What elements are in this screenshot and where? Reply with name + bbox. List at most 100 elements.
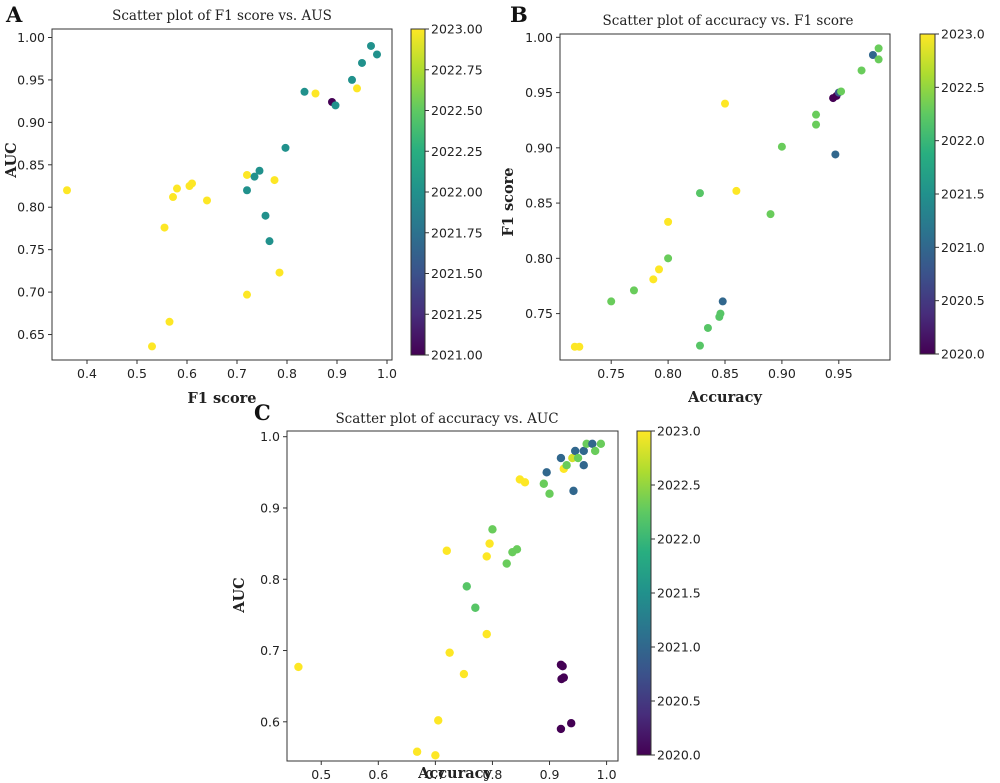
scatter-point [812, 120, 821, 129]
scatter-point [569, 486, 578, 496]
panel-a-title: Scatter plot of F1 score vs. AUS [112, 8, 332, 24]
panel-a: A Scatter plot of F1 score vs. AUS 0.4 0.… [3, 2, 483, 407]
scatter-point [831, 150, 840, 159]
scatter-point [485, 539, 494, 548]
scatter-point [868, 50, 877, 59]
scatter-point [431, 751, 440, 760]
scatter-point [718, 297, 727, 306]
x-tick-label: 0.9 [540, 767, 560, 782]
colorbar-tick-label: 2022.0 [941, 133, 985, 148]
x-tick-label: 0.9 [327, 366, 347, 381]
panel-c-x-ticks: 0.5 0.6 0.7 0.8 0.9 1.0 [311, 761, 617, 782]
panel-b-plot-area [559, 33, 891, 361]
scatter-point [520, 478, 530, 487]
colorbar-tick-label: 2022.50 [431, 103, 483, 118]
y-tick-label: 0.85 [17, 157, 45, 172]
panel-letter-b: B [510, 2, 528, 27]
scatter-point [664, 254, 673, 263]
panel-b: B Scatter plot of accuracy vs. F1 score … [500, 2, 985, 406]
scatter-point [482, 552, 491, 561]
scatter-point [588, 439, 597, 449]
scatter-point [250, 172, 259, 181]
scatter-point [188, 179, 196, 188]
x-tick-label: 0.6 [177, 366, 197, 381]
scatter-point [243, 290, 251, 299]
scatter-point [607, 297, 616, 306]
scatter-point [243, 170, 251, 179]
scatter-point [575, 342, 584, 351]
scatter-point [412, 747, 422, 756]
panel-a-colorbar-ticks: 2021.00 2021.25 2021.50 2021.75 2022.00 2022.… [425, 22, 483, 363]
scatter-point [300, 87, 309, 96]
colorbar-tick-label: 2021.50 [431, 266, 483, 281]
scatter-point [281, 143, 290, 152]
scatter-point [732, 186, 741, 195]
colorbar-tick-label: 2020.0 [941, 347, 985, 362]
scatter-point [857, 66, 866, 75]
x-tick-label: 0.8 [277, 366, 297, 381]
y-tick-label: 0.7 [260, 643, 280, 658]
scatter-point [270, 176, 279, 185]
y-tick-label: 0.75 [525, 306, 553, 321]
scatter-point [471, 603, 480, 612]
scatter-point [160, 223, 169, 232]
x-tick-label: 1.0 [377, 366, 397, 381]
colorbar-tick-label: 2020.5 [941, 293, 985, 308]
scatter-point [434, 716, 443, 725]
scatter-point [649, 275, 658, 284]
colorbar-tick-label: 2021.0 [657, 640, 701, 655]
colorbar-tick-label: 2021.25 [431, 307, 483, 322]
y-tick-label: 0.8 [260, 572, 280, 587]
scatter-point [812, 110, 821, 119]
scatter-point [629, 286, 638, 295]
scatter-point [459, 669, 469, 679]
panel-b-x-ticks: 0.75 0.80 0.85 0.90 0.95 [597, 360, 853, 381]
x-tick-label: 1.0 [597, 767, 617, 782]
colorbar-tick-label: 2022.00 [431, 185, 483, 200]
scatter-point [353, 84, 361, 93]
y-tick-label: 0.90 [17, 115, 45, 130]
panel-letter-a: A [5, 2, 23, 27]
scatter-point [695, 189, 704, 198]
panel-letter-c: C [254, 400, 271, 425]
scatter-point [556, 453, 566, 463]
scatter-point [169, 193, 177, 202]
scatter-point [570, 446, 580, 456]
scatter-point [874, 44, 883, 53]
colorbar-tick-label: 2021.5 [941, 187, 985, 202]
scatter-point [63, 186, 71, 195]
x-tick-label: 0.5 [127, 366, 147, 381]
x-tick-label: 0.4 [77, 366, 97, 381]
y-tick-label: 1.00 [525, 30, 553, 45]
scatter-point [655, 265, 663, 274]
colorbar-tick-label: 2022.75 [431, 62, 483, 77]
panel-c-y-ticks: 0.6 0.7 0.8 0.9 1.0 [260, 429, 287, 729]
scatter-point [148, 342, 156, 351]
scatter-point [716, 309, 725, 318]
y-tick-label: 0.65 [17, 327, 45, 342]
scatter-point [874, 55, 883, 64]
scatter-point [502, 559, 511, 568]
scatter-point [703, 323, 712, 332]
scatter-point [766, 210, 775, 219]
x-tick-label: 0.7 [425, 767, 445, 782]
panel-a-x-ticks: 0.4 0.5 0.6 0.7 0.8 0.9 1.0 [77, 360, 397, 381]
panel-c-points [294, 439, 606, 760]
scatter-point [579, 461, 588, 470]
scatter-point [348, 75, 356, 84]
panel-c-title: Scatter plot of accuracy vs. AUC [335, 411, 558, 427]
scatter-point [542, 468, 551, 477]
colorbar-tick-label: 2022.0 [657, 532, 701, 547]
scatter-point [265, 237, 274, 246]
panel-b-points [570, 44, 883, 351]
panel-a-x-axis-label: F1 score [188, 390, 257, 407]
x-tick-label: 0.75 [597, 366, 625, 381]
scatter-point [173, 184, 181, 193]
y-tick-label: 0.90 [525, 140, 553, 155]
panel-a-colorbar [411, 29, 425, 355]
y-tick-label: 0.6 [260, 714, 280, 729]
y-tick-label: 0.85 [525, 196, 553, 211]
scatter-point [482, 629, 491, 639]
scatter-point [358, 58, 366, 67]
panel-b-y-axis-label: F1 score [500, 168, 517, 237]
